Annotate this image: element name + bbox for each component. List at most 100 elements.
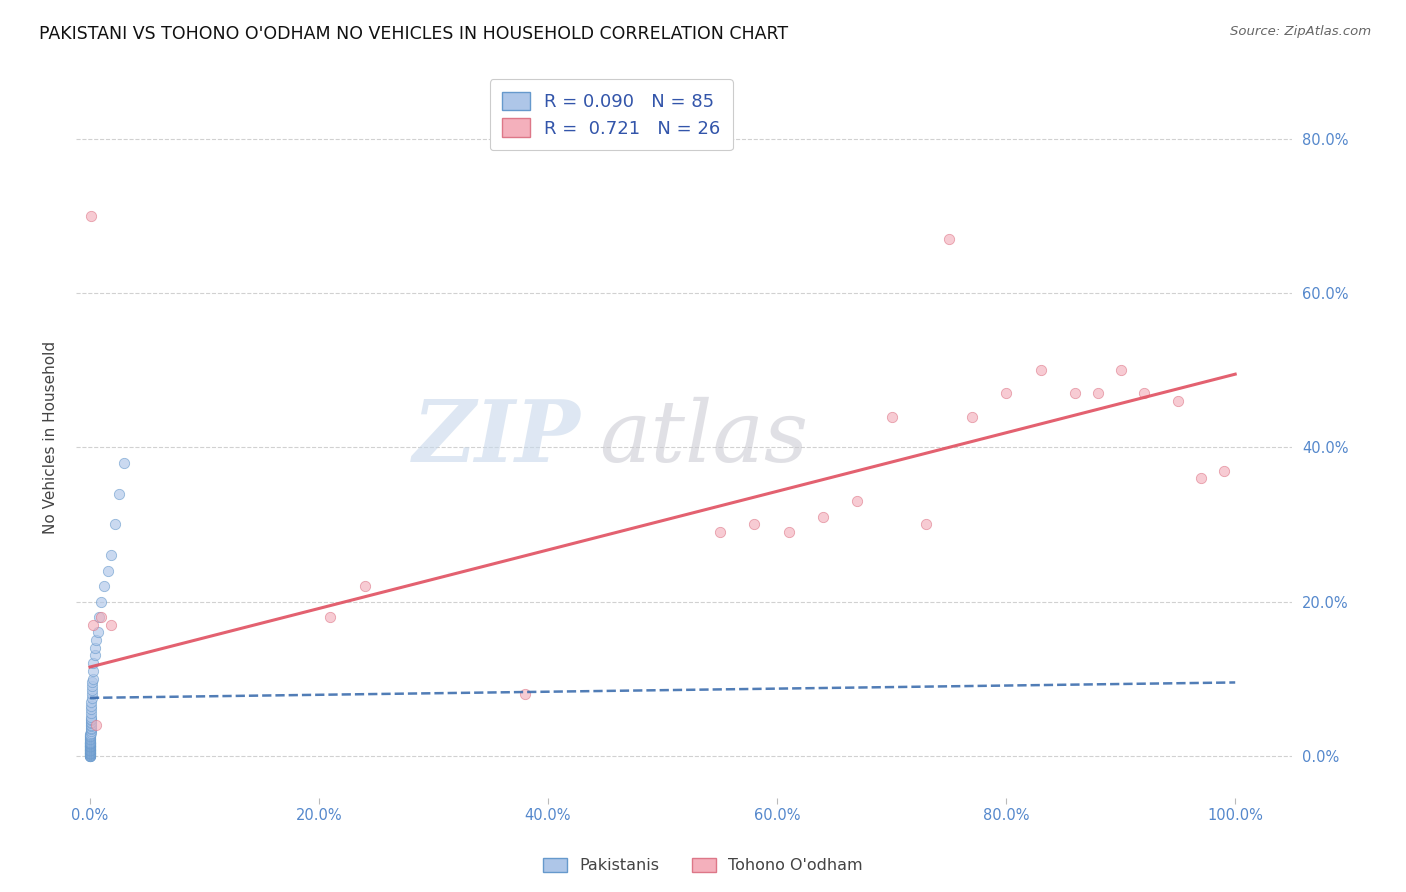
Text: atlas: atlas — [599, 396, 808, 479]
Point — [82, 672, 104, 686]
Point — [100, 549, 122, 563]
Point — [1087, 386, 1109, 401]
Point — [79, 734, 101, 748]
Point — [79, 730, 101, 744]
Point — [1167, 394, 1189, 409]
Point — [79, 728, 101, 742]
Point — [80, 713, 103, 727]
Point — [79, 731, 101, 746]
Point — [79, 730, 101, 744]
Point — [79, 732, 101, 747]
Point — [80, 706, 103, 721]
Point — [83, 648, 105, 663]
Point — [1189, 471, 1212, 485]
Point — [79, 735, 101, 749]
Point — [79, 741, 101, 756]
Point — [80, 718, 103, 732]
Point — [79, 740, 101, 755]
Legend: R = 0.090   N = 85, R =  0.721   N = 26: R = 0.090 N = 85, R = 0.721 N = 26 — [489, 79, 733, 151]
Point — [79, 748, 101, 763]
Point — [79, 733, 101, 747]
Point — [915, 517, 938, 532]
Point — [82, 675, 104, 690]
Point — [79, 748, 101, 763]
Point — [1029, 363, 1052, 377]
Point — [79, 737, 101, 751]
Point — [80, 721, 103, 735]
Point — [90, 610, 112, 624]
Point — [811, 509, 834, 524]
Point — [353, 579, 375, 593]
Point — [79, 747, 101, 761]
Point — [79, 736, 101, 750]
Point — [79, 736, 101, 750]
Point — [80, 714, 103, 729]
Point — [93, 579, 115, 593]
Point — [100, 617, 122, 632]
Point — [79, 735, 101, 749]
Point — [90, 594, 112, 608]
Point — [82, 683, 104, 698]
Point — [995, 386, 1018, 401]
Text: ZIP: ZIP — [413, 396, 581, 480]
Point — [80, 725, 103, 739]
Point — [84, 718, 107, 732]
Point — [79, 745, 101, 759]
Point — [79, 741, 101, 756]
Point — [79, 742, 101, 756]
Point — [1132, 386, 1154, 401]
Point — [79, 739, 101, 754]
Point — [79, 744, 101, 758]
Point — [79, 747, 101, 761]
Point — [742, 517, 765, 532]
Point — [79, 735, 101, 749]
Point — [104, 517, 127, 532]
Point — [82, 679, 104, 693]
Point — [87, 625, 110, 640]
Point — [82, 690, 104, 705]
Point — [79, 739, 101, 753]
Point — [709, 525, 731, 540]
Point — [79, 742, 101, 756]
Point — [107, 486, 129, 500]
Point — [80, 712, 103, 726]
Point — [80, 710, 103, 724]
Point — [960, 409, 983, 424]
Point — [846, 494, 869, 508]
Point — [79, 746, 101, 760]
Point — [80, 723, 103, 737]
Point — [87, 610, 110, 624]
Y-axis label: No Vehicles in Household: No Vehicles in Household — [44, 341, 58, 534]
Point — [1212, 463, 1234, 477]
Point — [80, 209, 103, 223]
Point — [79, 745, 101, 759]
Point — [112, 456, 135, 470]
Text: Source: ZipAtlas.com: Source: ZipAtlas.com — [1230, 25, 1371, 38]
Point — [880, 409, 903, 424]
Point — [79, 748, 101, 763]
Point — [82, 664, 104, 678]
Point — [79, 746, 101, 760]
Point — [79, 747, 101, 762]
Point — [938, 232, 960, 246]
Point — [80, 698, 103, 713]
Point — [79, 739, 101, 754]
Legend: Pakistanis, Tohono O'odham: Pakistanis, Tohono O'odham — [537, 851, 869, 880]
Point — [79, 739, 101, 753]
Point — [83, 640, 105, 655]
Point — [79, 735, 101, 749]
Point — [79, 743, 101, 757]
Point — [79, 747, 101, 761]
Text: PAKISTANI VS TOHONO O'ODHAM NO VEHICLES IN HOUSEHOLD CORRELATION CHART: PAKISTANI VS TOHONO O'ODHAM NO VEHICLES … — [39, 25, 789, 43]
Point — [79, 748, 101, 763]
Point — [84, 633, 107, 648]
Point — [80, 695, 103, 709]
Point — [79, 741, 101, 756]
Point — [80, 719, 103, 733]
Point — [82, 617, 104, 632]
Point — [79, 737, 101, 751]
Point — [80, 724, 103, 739]
Point — [1063, 386, 1085, 401]
Point — [82, 687, 104, 701]
Point — [82, 656, 104, 670]
